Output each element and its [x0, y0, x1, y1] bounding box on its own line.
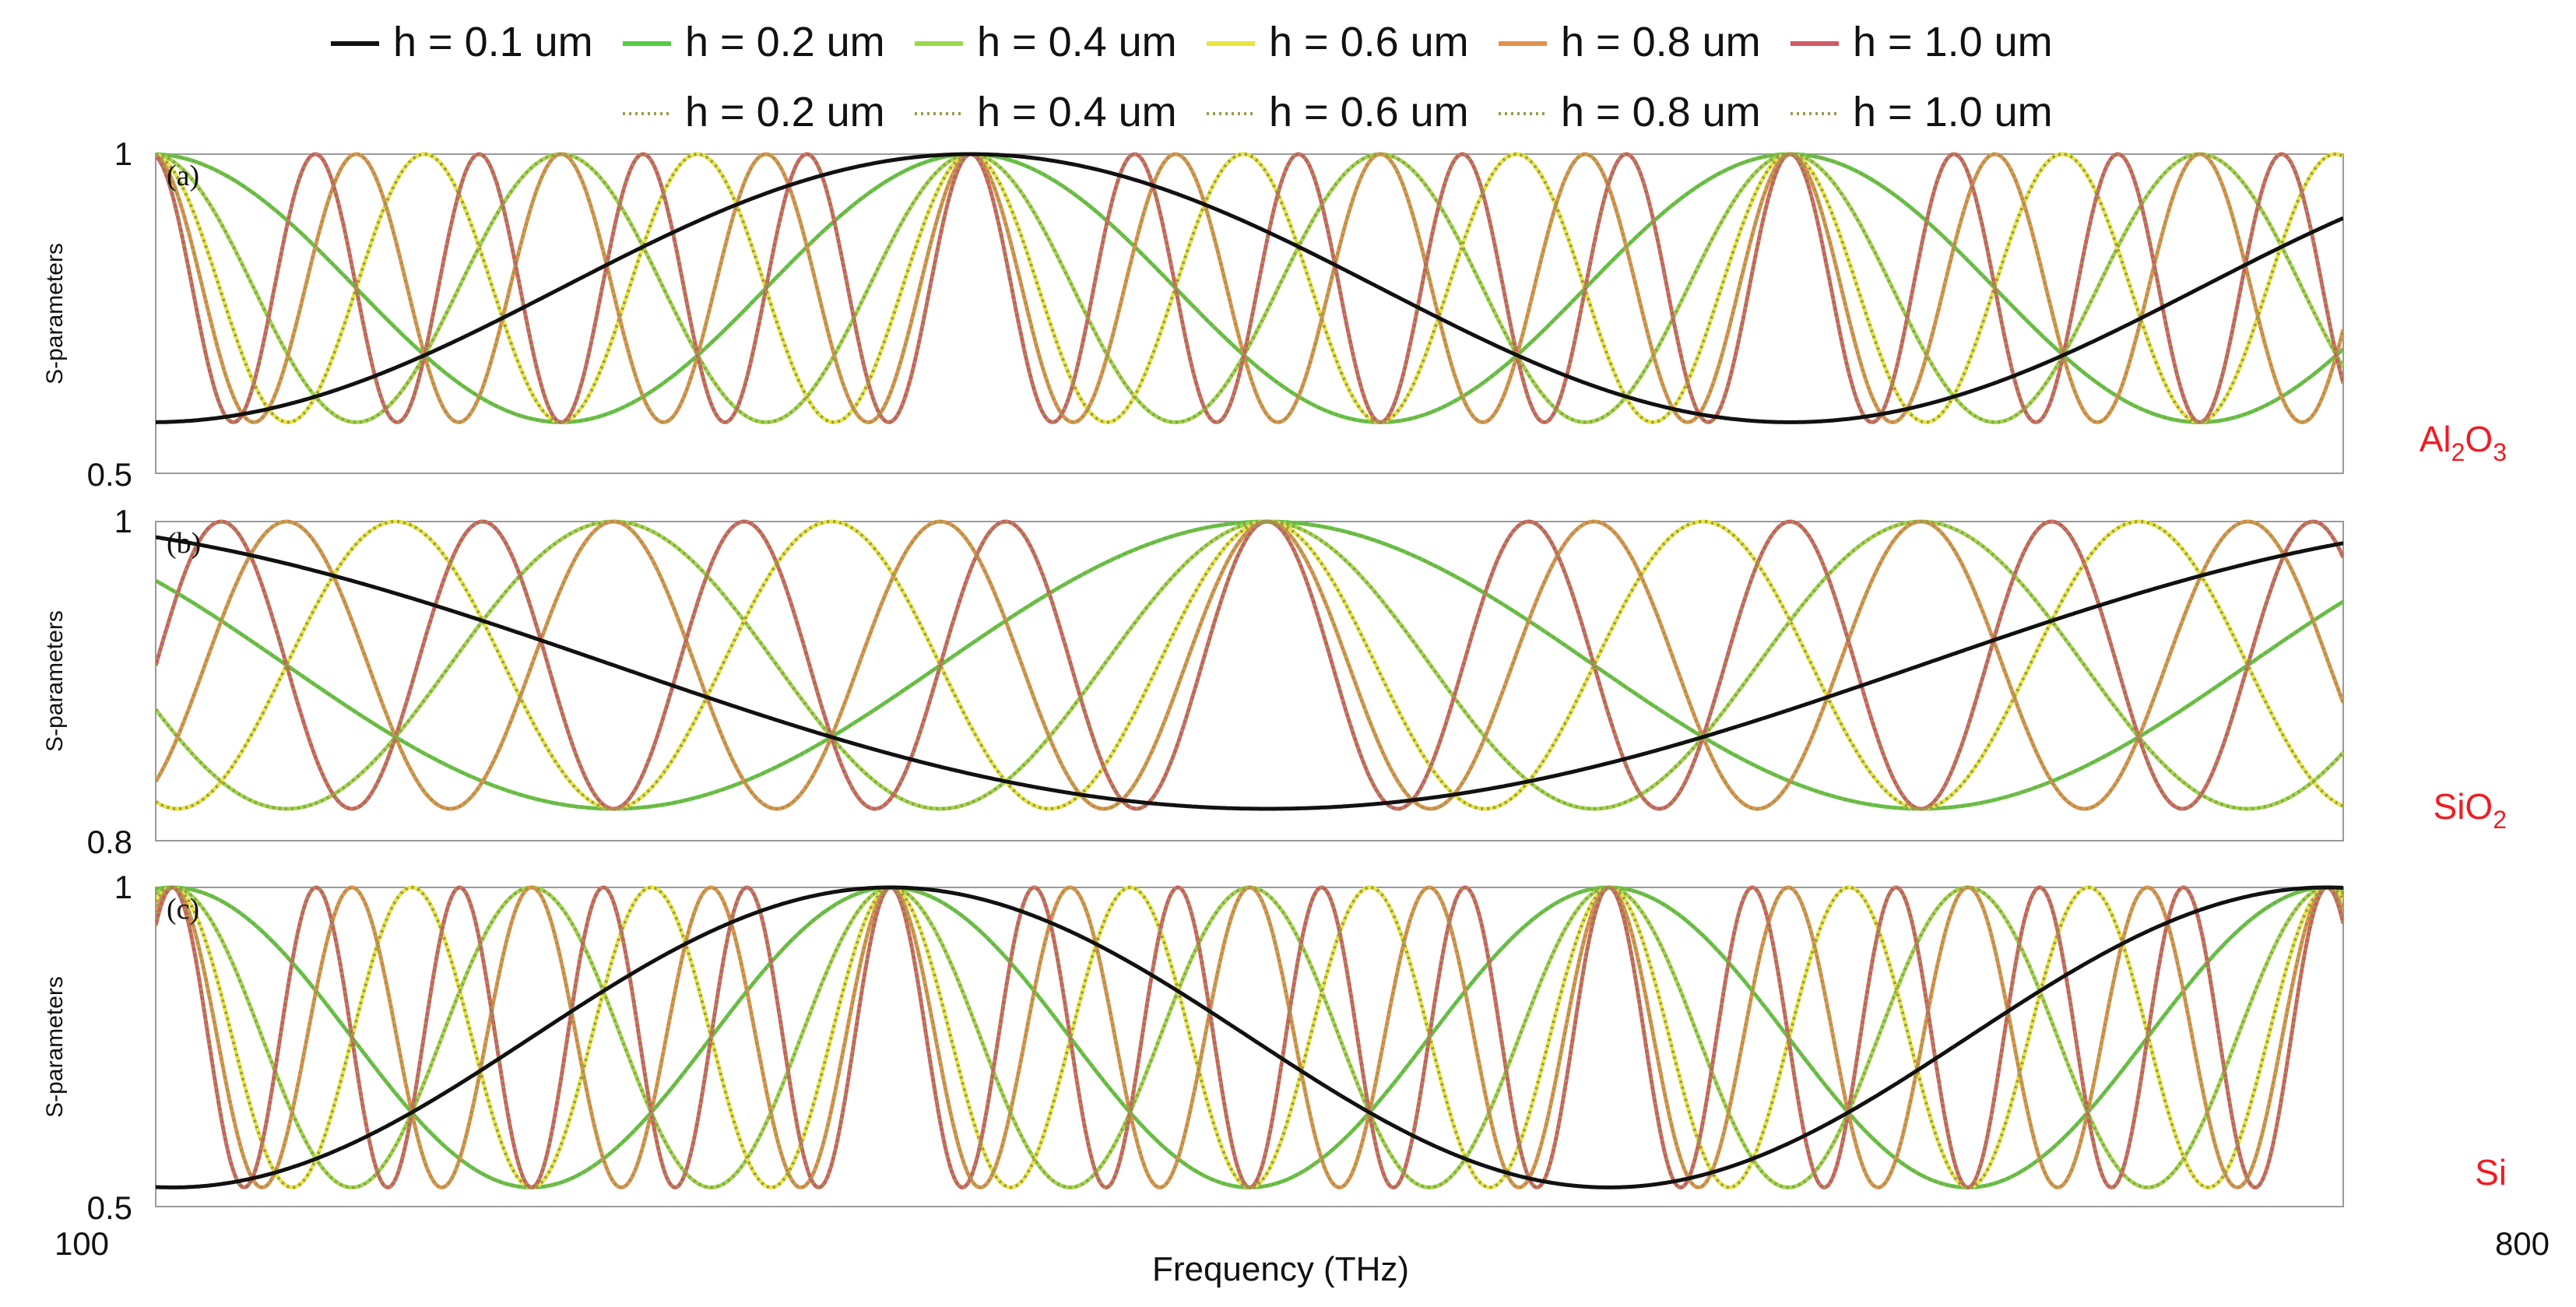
series-line-dotted-h-0-2-um — [156, 520, 2343, 810]
legend-item-solid-h-0-6-um: h = 0.6 um — [1207, 19, 1469, 65]
series-line-dotted-h-0-6-um — [156, 885, 2343, 1189]
series-line-solid-h-0-4-um — [156, 519, 2343, 811]
panel-c: 1 0.5 S-parameters (c) Si — [42, 869, 2507, 1226]
y-tick-max: 1 — [114, 869, 132, 905]
legend-label: h = 1.0 um — [1853, 89, 2053, 135]
series-line-solid-h-0-8-um — [156, 519, 2343, 811]
legend-label: h = 0.2 um — [685, 89, 885, 135]
material-label: SiO2 — [2434, 786, 2507, 834]
material-subscript: 2 — [2451, 438, 2465, 466]
series-line-solid-h-1-0-um — [156, 519, 2343, 811]
panel-label: (a) — [167, 160, 199, 192]
legend-label: h = 0.8 um — [1561, 19, 1761, 65]
material-label: Al2O3 — [2420, 419, 2507, 466]
legend-item-dotted-h-0-2-um: h = 0.2 um — [623, 89, 885, 135]
legend: h = 0.1 um h = 0.2 um h = 0.4 um h = 0.6 um… — [331, 19, 2053, 135]
legend-label: h = 0.1 um — [393, 19, 593, 65]
material-subscript: 2 — [2493, 806, 2507, 834]
legend-label: h = 0.4 um — [977, 89, 1177, 135]
series-line-solid-h-0-1-um — [156, 535, 2343, 811]
series-line-dotted-h-0-8-um — [156, 519, 2343, 811]
series-line-solid-h-0-1-um — [156, 152, 2343, 424]
series-line-dotted-h-0-2-um — [156, 886, 2343, 1189]
panel-b: 1 0.8 S-parameters (b) SiO2 — [42, 503, 2507, 860]
y-axis-label: S-parameters — [42, 976, 68, 1118]
y-tick-min: 0.5 — [87, 1189, 132, 1226]
series-line-solid-h-0-1-um — [156, 885, 2343, 1189]
x-tick-800: 800 — [2495, 1225, 2550, 1262]
series-line-solid-h-0-6-um — [156, 519, 2343, 811]
series-group — [156, 885, 2343, 1189]
legend-item-dotted-h-0-4-um: h = 0.4 um — [915, 89, 1177, 135]
legend-item-solid-h-0-2-um: h = 0.2 um — [623, 19, 885, 65]
legend-item-dotted-h-0-6-um: h = 0.6 um — [1207, 89, 1469, 135]
x-axis-label: Frequency (THz) — [1152, 1250, 1409, 1288]
x-tick-100: 100 — [54, 1225, 109, 1262]
series-line-dotted-h-0-6-um — [156, 520, 2343, 810]
series-line-solid-h-0-8-um — [156, 152, 2343, 424]
legend-label: h = 0.8 um — [1561, 89, 1761, 135]
panel-label: (b) — [167, 527, 201, 560]
legend-item-solid-h-0-4-um: h = 0.4 um — [915, 19, 1177, 65]
series-line-dotted-h-1-0-um — [156, 152, 2343, 424]
series-group — [156, 519, 2343, 811]
material-label: Si — [2475, 1152, 2507, 1193]
legend-item-solid-h-0-1-um: h = 0.1 um — [331, 19, 593, 65]
legend-label: h = 0.6 um — [1269, 19, 1469, 65]
series-group — [156, 152, 2343, 424]
series-line-dotted-h-0-4-um — [156, 520, 2343, 810]
legend-item-solid-h-0-8-um: h = 0.8 um — [1499, 19, 1761, 65]
legend-label: h = 0.6 um — [1269, 89, 1469, 135]
legend-label: h = 0.2 um — [685, 19, 885, 65]
y-tick-min: 0.5 — [87, 456, 132, 493]
y-tick-max: 1 — [114, 135, 132, 172]
panel-a: 1 0.5 S-parameters (a) Al2O3 — [42, 135, 2507, 493]
material-text: SiO — [2434, 786, 2493, 827]
legend-label: h = 1.0 um — [1853, 19, 2053, 65]
panels: 10.5S-parameters(a)Al2O310.8S-parameters… — [42, 135, 2507, 1226]
legend-item-dotted-h-1-0-um: h = 1.0 um — [1791, 89, 2053, 135]
material-text: Al — [2420, 419, 2451, 459]
y-tick-max: 1 — [114, 503, 132, 539]
series-line-dotted-h-0-6-um — [156, 152, 2343, 424]
legend-item-dotted-h-0-8-um: h = 0.8 um — [1499, 89, 1761, 135]
material-subscript: 3 — [2493, 438, 2507, 466]
series-line-solid-h-0-4-um — [156, 152, 2343, 424]
series-line-dotted-h-0-8-um — [156, 885, 2343, 1189]
series-line-solid-h-0-2-um — [156, 519, 2343, 811]
series-line-dotted-h-0-2-um — [156, 153, 2343, 424]
plot-frame — [155, 153, 2344, 474]
legend-item-solid-h-1-0-um: h = 1.0 um — [1791, 19, 2053, 65]
y-axis-label: S-parameters — [42, 243, 68, 385]
material-text: Si — [2475, 1152, 2507, 1193]
y-tick-min: 0.8 — [87, 824, 132, 860]
y-axis-label: S-parameters — [42, 610, 68, 752]
panel-label: (c) — [167, 893, 199, 926]
material-text: O — [2465, 419, 2493, 459]
series-line-dotted-h-1-0-um — [156, 519, 2343, 811]
legend-label: h = 0.4 um — [977, 19, 1177, 65]
